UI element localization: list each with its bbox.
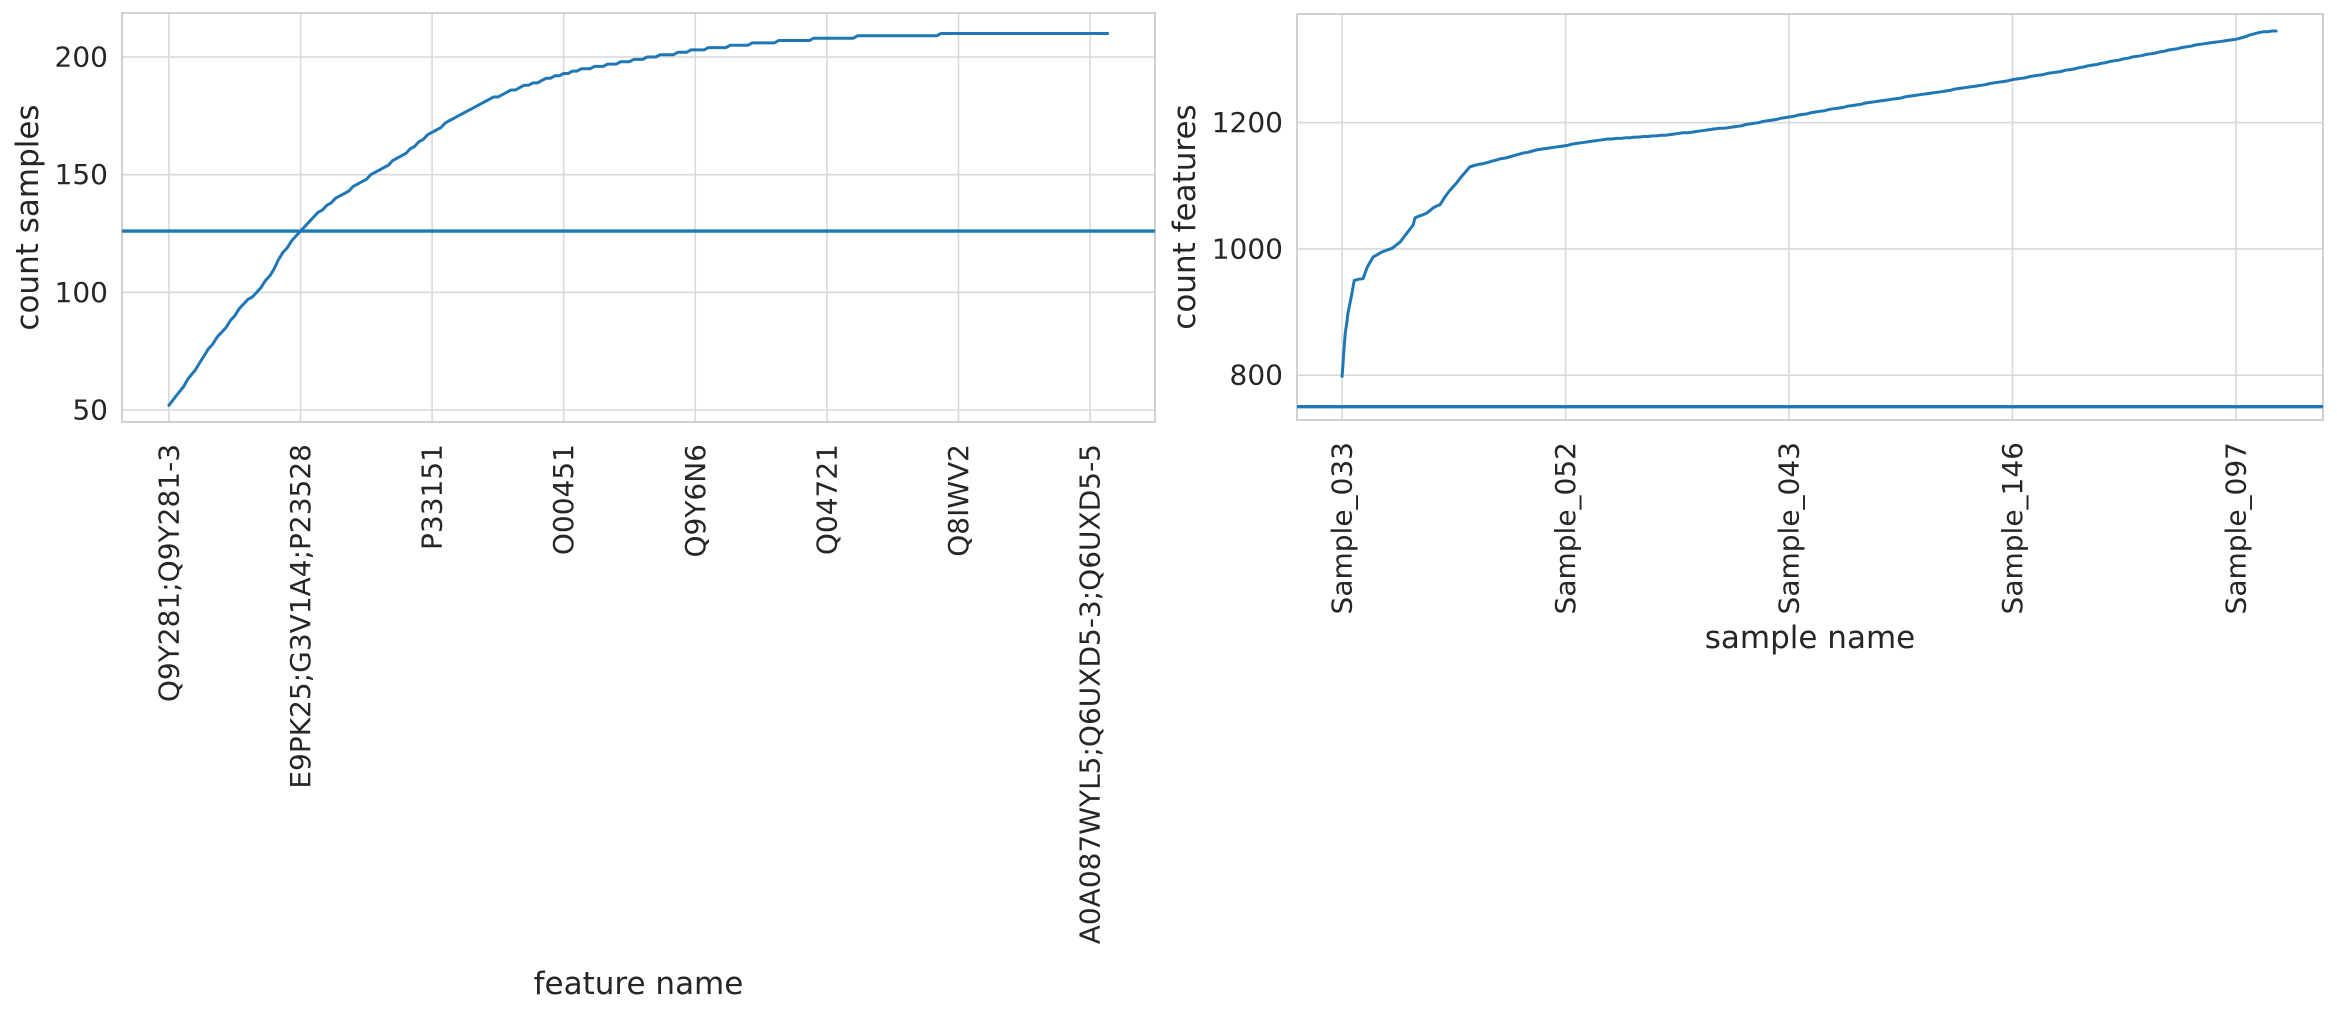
x-tick-label: Q9Y281;Q9Y281-3 <box>152 444 185 702</box>
y-tick-label: 1000 <box>1212 232 1283 265</box>
x-tick-label: Sample_043 <box>1773 442 1806 614</box>
x-tick-label: P33151 <box>416 444 449 550</box>
x-tick-label: Q04721 <box>810 444 843 555</box>
right-chart: 800 1000 1200 Sample_033 Sample_052 Sample_04… <box>1167 13 2324 656</box>
y-tick-label: 1200 <box>1212 106 1283 139</box>
y-tick-label: 800 <box>1230 359 1283 392</box>
y-axis-label: count samples <box>10 104 46 330</box>
x-tick-label: A0A087WYL5;Q6UXD5-3;Q6UXD5-5 <box>1074 444 1107 944</box>
y-tick-label: 200 <box>55 41 108 74</box>
y-tick-label: 150 <box>55 158 108 191</box>
y-tick-label: 50 <box>72 394 108 427</box>
y-axis-label: count features <box>1167 104 1203 329</box>
x-tick-label: Q8IWV2 <box>942 444 975 557</box>
x-tick-label: Sample_097 <box>2219 442 2252 614</box>
x-tick-label: Q9Y6N6 <box>679 444 712 558</box>
series-line <box>167 32 1110 407</box>
y-tick-label: 100 <box>55 276 108 309</box>
x-axis-label: feature name <box>534 966 744 1002</box>
x-axis-label: sample name <box>1705 620 1915 656</box>
x-tick-label: Sample_052 <box>1549 442 1582 614</box>
axes-border <box>121 12 1156 423</box>
series-line <box>1340 29 2278 378</box>
x-tick-label: Sample_033 <box>1326 442 1359 614</box>
x-tick-label: O00451 <box>547 444 580 555</box>
left-chart: 50 100 150 200 Q9Y281;Q9Y281-3 E9PK25;G3V1A4;… <box>10 12 1156 1002</box>
x-tick-label: Sample_146 <box>1996 442 2029 614</box>
x-tick-label: E9PK25;G3V1A4;P23528 <box>284 444 317 789</box>
axes-border <box>1296 13 2324 421</box>
